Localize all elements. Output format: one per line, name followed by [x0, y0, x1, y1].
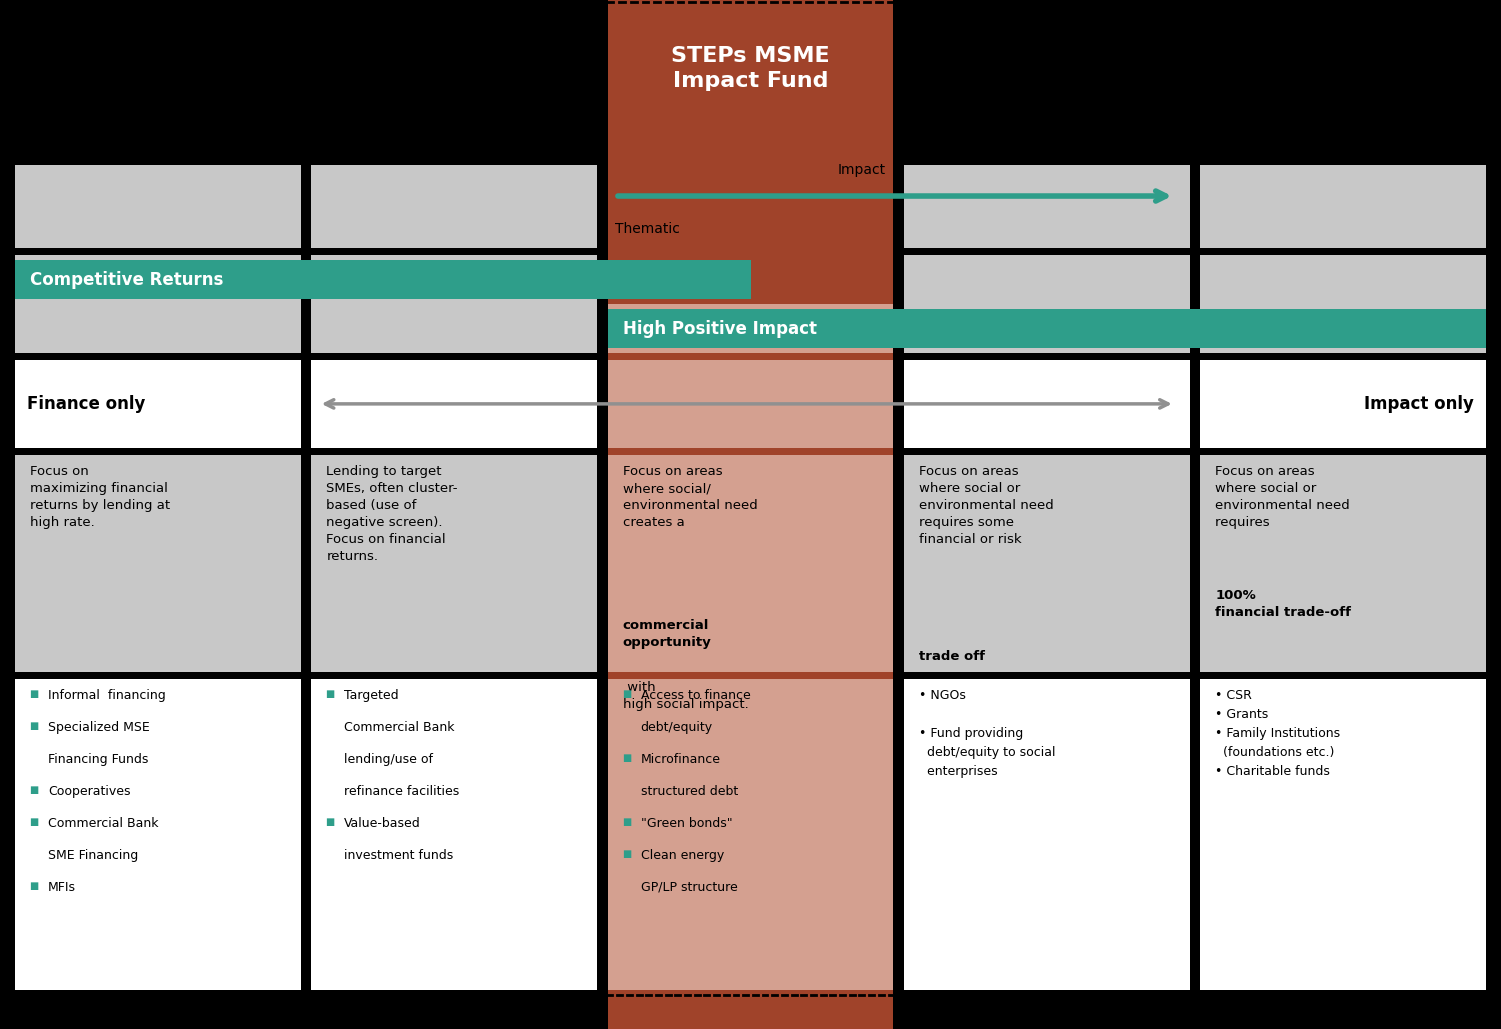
Text: Cooperatives: Cooperatives: [48, 785, 131, 799]
Text: refinance facilities: refinance facilities: [344, 785, 459, 799]
FancyBboxPatch shape: [15, 679, 300, 990]
FancyBboxPatch shape: [311, 255, 597, 305]
Text: High Positive Impact: High Positive Impact: [623, 320, 817, 338]
Text: Focus on areas
where social or
environmental need
requires: Focus on areas where social or environme…: [1216, 465, 1349, 529]
Text: ■: ■: [30, 881, 42, 891]
FancyBboxPatch shape: [311, 679, 597, 990]
Text: investment funds: investment funds: [344, 849, 453, 862]
FancyBboxPatch shape: [311, 360, 597, 448]
Text: • NGOs

• Fund providing
  debt/equity to social
  enterprises: • NGOs • Fund providing debt/equity to s…: [919, 689, 1055, 778]
FancyBboxPatch shape: [1201, 255, 1486, 305]
FancyBboxPatch shape: [608, 310, 1486, 348]
Text: Specialized MSE: Specialized MSE: [48, 721, 150, 735]
Text: Focus on areas
where social or
environmental need
requires some
financial or ris: Focus on areas where social or environme…: [919, 465, 1054, 563]
FancyBboxPatch shape: [15, 305, 300, 353]
FancyBboxPatch shape: [311, 305, 597, 353]
Text: ■: ■: [326, 817, 339, 827]
Text: Focus on
maximizing financial
returns by lending at
high rate.: Focus on maximizing financial returns by…: [30, 465, 170, 529]
FancyBboxPatch shape: [1201, 165, 1486, 248]
Text: trade off: trade off: [919, 650, 985, 664]
Text: ■: ■: [623, 753, 635, 764]
Text: GP/LP structure: GP/LP structure: [641, 881, 737, 894]
Text: ■: ■: [623, 817, 635, 827]
FancyBboxPatch shape: [608, 0, 893, 1029]
Text: ■: ■: [30, 817, 42, 827]
Text: Informal  financing: Informal financing: [48, 689, 165, 703]
Text: with
high social impact.: with high social impact.: [623, 681, 749, 711]
FancyBboxPatch shape: [904, 679, 1190, 990]
Text: Impact: Impact: [838, 164, 886, 177]
Text: Thematic: Thematic: [615, 221, 680, 236]
Text: lending/use of: lending/use of: [344, 753, 434, 767]
FancyBboxPatch shape: [15, 360, 300, 448]
FancyBboxPatch shape: [904, 255, 1190, 305]
Text: Clean energy: Clean energy: [641, 849, 723, 862]
Text: Financing Funds: Financing Funds: [48, 753, 149, 767]
Text: Access to finance: Access to finance: [641, 689, 750, 703]
FancyBboxPatch shape: [15, 260, 750, 298]
FancyBboxPatch shape: [904, 360, 1190, 448]
Text: ■: ■: [326, 689, 339, 700]
Text: MFIs: MFIs: [48, 881, 77, 894]
FancyBboxPatch shape: [608, 455, 893, 672]
Text: STEPs MSME
Impact Fund: STEPs MSME Impact Fund: [671, 46, 830, 91]
Text: commercial
opportunity: commercial opportunity: [623, 619, 711, 649]
FancyBboxPatch shape: [311, 165, 597, 248]
FancyBboxPatch shape: [904, 455, 1190, 672]
FancyBboxPatch shape: [904, 305, 1190, 353]
Text: debt/equity: debt/equity: [641, 721, 713, 735]
FancyBboxPatch shape: [608, 679, 893, 990]
FancyBboxPatch shape: [1201, 360, 1486, 448]
Text: Finance only: Finance only: [27, 395, 146, 413]
Text: ■: ■: [30, 689, 42, 700]
Text: Lending to target
SMEs, often cluster-
based (use of
negative screen).
Focus on : Lending to target SMEs, often cluster- b…: [326, 465, 458, 563]
Text: Value-based: Value-based: [344, 817, 422, 830]
Text: ■: ■: [623, 849, 635, 859]
Text: SME Financing: SME Financing: [48, 849, 138, 862]
FancyBboxPatch shape: [608, 360, 893, 448]
Text: 100%
financial trade-off: 100% financial trade-off: [1216, 589, 1351, 618]
Text: ■: ■: [623, 689, 635, 700]
FancyBboxPatch shape: [1201, 679, 1486, 990]
Text: Commercial Bank: Commercial Bank: [48, 817, 159, 830]
FancyBboxPatch shape: [1201, 305, 1486, 353]
Text: ■: ■: [30, 721, 42, 732]
Text: Impact only: Impact only: [1364, 395, 1474, 413]
FancyBboxPatch shape: [1201, 455, 1486, 672]
FancyBboxPatch shape: [15, 255, 300, 305]
FancyBboxPatch shape: [904, 165, 1190, 248]
Text: Microfinance: Microfinance: [641, 753, 720, 767]
FancyBboxPatch shape: [15, 165, 300, 248]
Text: structured debt: structured debt: [641, 785, 738, 799]
FancyBboxPatch shape: [15, 455, 300, 672]
Text: "Green bonds": "Green bonds": [641, 817, 732, 830]
Text: Targeted: Targeted: [344, 689, 399, 703]
FancyBboxPatch shape: [311, 455, 597, 672]
Text: Competitive Returns: Competitive Returns: [30, 271, 224, 288]
Text: Focus on areas
where social/
environmental need
creates a: Focus on areas where social/ environment…: [623, 465, 758, 546]
Text: • CSR
• Grants
• Family Institutions
  (foundations etc.)
• Charitable funds: • CSR • Grants • Family Institutions (fo…: [1216, 689, 1340, 778]
FancyBboxPatch shape: [608, 305, 893, 353]
Text: ■: ■: [30, 785, 42, 795]
Text: Commercial Bank: Commercial Bank: [344, 721, 455, 735]
